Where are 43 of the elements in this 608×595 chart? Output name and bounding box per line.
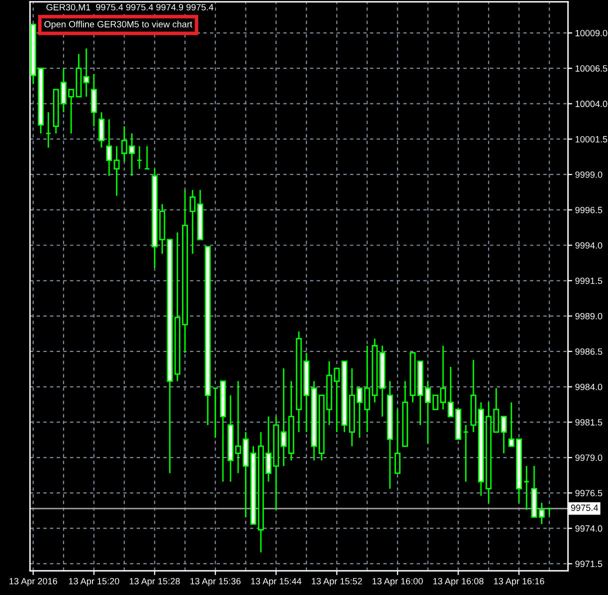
y-tick-label: 9971.5 <box>575 560 602 568</box>
y-tick-label: 9994.0 <box>575 242 602 249</box>
x-tick-label: 13 Apr 16:00 <box>372 578 423 586</box>
candlestick <box>394 408 400 474</box>
y-tick-label: 9974.0 <box>575 525 602 532</box>
x-tick-label: 13 Apr 2016 <box>10 578 58 586</box>
y-tick-label: 9999.0 <box>575 171 602 178</box>
y-tick-label: 10001.5 <box>576 136 608 142</box>
candlestick <box>212 388 218 438</box>
candlestick <box>121 126 128 162</box>
y-tick-label: 10004.0 <box>576 100 608 108</box>
x-tick-label: 13 Apr 15:36 <box>190 578 241 586</box>
x-tick-label: 13 Apr 15:52 <box>312 578 362 586</box>
candlestick <box>83 48 90 98</box>
candlestick <box>45 112 52 148</box>
candlestick <box>524 465 530 511</box>
x-tick-label: 13 Apr 16:08 <box>433 578 484 586</box>
y-tick-label: 9976.5 <box>575 490 602 496</box>
y-tick-label: 9991.5 <box>575 278 602 284</box>
candlestick <box>90 73 97 128</box>
y-tick-label: 9979.0 <box>575 454 602 461</box>
y-tick-label: 9981.5 <box>575 419 602 426</box>
candlestick <box>462 424 469 482</box>
annotation: Open Offline GER30M5 to view chart <box>44 20 192 30</box>
y-tick-label: 9984.0 <box>575 384 602 390</box>
x-tick-label: 13 Apr 16:16 <box>494 578 544 586</box>
candlestick <box>128 132 135 177</box>
candlestick <box>500 416 507 454</box>
x-tick-label: 13 Apr 15:20 <box>69 578 120 586</box>
y-tick-label: 9989.0 <box>575 312 602 320</box>
candlestick <box>98 112 104 148</box>
y-tick-label: 9996.5 <box>575 206 602 214</box>
y-tick-label: 10006.5 <box>576 65 608 72</box>
x-tick-label: 13 Apr 15:44 <box>251 578 302 586</box>
candlestick <box>546 508 552 516</box>
ref-line-label: 9975.4 <box>571 504 598 511</box>
candlestick <box>538 502 545 525</box>
chart-title: GER30,M1 9975.4 9975.4 9974.9 9975.4 <box>46 4 214 12</box>
candlestick <box>136 145 142 170</box>
x-tick-label: 13 Apr 15:28 <box>130 578 180 586</box>
candlestick <box>144 145 150 170</box>
y-tick-label: 10009.0 <box>576 30 608 36</box>
y-tick-label: 9986.5 <box>575 348 602 355</box>
